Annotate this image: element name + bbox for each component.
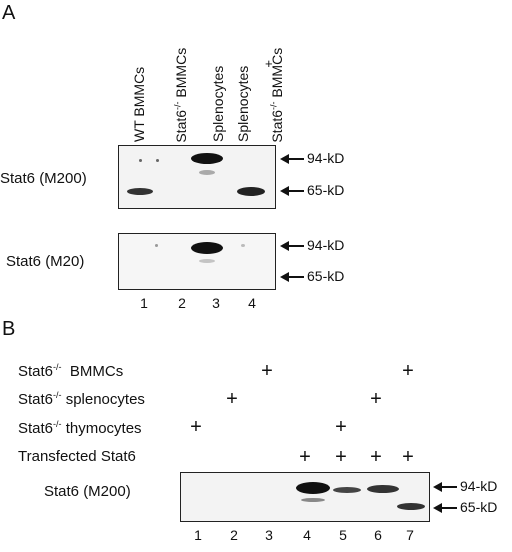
speck-4 — [241, 244, 245, 247]
arrow-94kd-b-head — [433, 482, 442, 492]
marker-94kd-a1: 94-kD — [307, 150, 345, 166]
blot2-label: Stat6 (M20) — [6, 253, 85, 270]
col-header-wt-bmmcs: WT BMMCs — [131, 66, 147, 142]
plus-r3-lane5: + — [335, 416, 347, 438]
col-header-stat6-ko-bmmcs-2: Stat6-/- BMMCs — [268, 47, 285, 143]
plus-r1-lane3: + — [261, 360, 273, 382]
band-lane4-65kd — [237, 187, 265, 196]
plus-r2-lane6: + — [370, 388, 382, 410]
speck-2 — [156, 159, 159, 162]
lane-number-a1: 1 — [140, 295, 148, 311]
arrow-65kd-a2-head — [280, 272, 289, 282]
blot-b-label: Stat6 (M200) — [44, 483, 131, 500]
arrow-65kd-a2-line — [288, 276, 304, 278]
marker-65kd-b: 65-kD — [460, 499, 498, 515]
band2-lane3-faint — [199, 259, 215, 263]
arrow-94kd-a1-head — [280, 154, 289, 164]
arrow-94kd-a1-line — [288, 158, 304, 160]
plus-r4-lane6: + — [370, 446, 382, 468]
band-lane3-94kd — [191, 153, 223, 164]
panel-a-letter: A — [2, 2, 16, 24]
bandb-lane4-faint — [301, 498, 325, 502]
speck-1 — [139, 159, 142, 162]
plus-r1-lane7: + — [402, 360, 414, 382]
bandb-lane6-94kd — [367, 485, 399, 493]
lane-number-b4: 4 — [303, 527, 311, 543]
marker-94kd-b: 94-kD — [460, 478, 498, 494]
marker-94kd-a2: 94-kD — [307, 237, 345, 253]
lane-number-b5: 5 — [339, 527, 347, 543]
marker-65kd-a2: 65-kD — [307, 268, 345, 284]
row-label-stat6-thymocytes: Stat6-/- thymocytes — [18, 419, 142, 437]
arrow-65kd-b-line — [441, 507, 457, 509]
plus-r4-lane7: + — [402, 446, 414, 468]
lane-number-a4: 4 — [248, 295, 256, 311]
row-label-transfected-stat6: Transfected Stat6 — [18, 448, 136, 465]
bandb-lane4-94kd — [296, 482, 330, 494]
row-label-stat6-bmmcs: Stat6-/- BMMCs — [18, 362, 124, 380]
bandb-lane5-94kd — [333, 487, 361, 493]
plus-r3-lane1: + — [190, 416, 202, 438]
band-lane3-faint — [199, 170, 215, 175]
bandb-lane7-65kd — [397, 503, 425, 510]
blot-b-image — [180, 472, 430, 522]
band-lane1-65kd — [127, 188, 153, 195]
lane-number-a3: 3 — [212, 295, 220, 311]
lane-number-b1: 1 — [194, 527, 202, 543]
blot1-image — [118, 145, 276, 209]
plus-r4-lane5: + — [335, 446, 347, 468]
row-label-stat6-splenocytes: Stat6-/- splenocytes — [18, 390, 145, 408]
marker-65kd-a1: 65-kD — [307, 182, 345, 198]
lane-number-b7: 7 — [406, 527, 414, 543]
arrow-94kd-a2-head — [280, 241, 289, 251]
lane-number-b3: 3 — [265, 527, 273, 543]
plus-r2-lane2: + — [226, 388, 238, 410]
col-header-stat6-ko-bmmcs: Stat6-/- BMMCs — [172, 47, 189, 143]
col-header-splenocytes-plus: Splenocytes — [235, 65, 251, 142]
arrow-65kd-a1-head — [280, 186, 289, 196]
speck-3 — [155, 244, 158, 247]
lane-number-a2: 2 — [178, 295, 186, 311]
arrow-94kd-b-line — [441, 486, 457, 488]
band2-lane3-94kd — [191, 242, 223, 254]
arrow-65kd-b-head — [433, 503, 442, 513]
blot2-image — [118, 233, 276, 290]
lane-number-b6: 6 — [374, 527, 382, 543]
col-header-splenocytes: Splenocytes — [210, 65, 226, 142]
blot1-label: Stat6 (M200) — [0, 170, 87, 187]
arrow-94kd-a2-line — [288, 245, 304, 247]
col-header-plus: + — [265, 56, 273, 71]
lane-number-b2: 2 — [230, 527, 238, 543]
plus-r4-lane4: + — [299, 446, 311, 468]
arrow-65kd-a1-line — [288, 190, 304, 192]
panel-b-letter: B — [2, 318, 16, 340]
